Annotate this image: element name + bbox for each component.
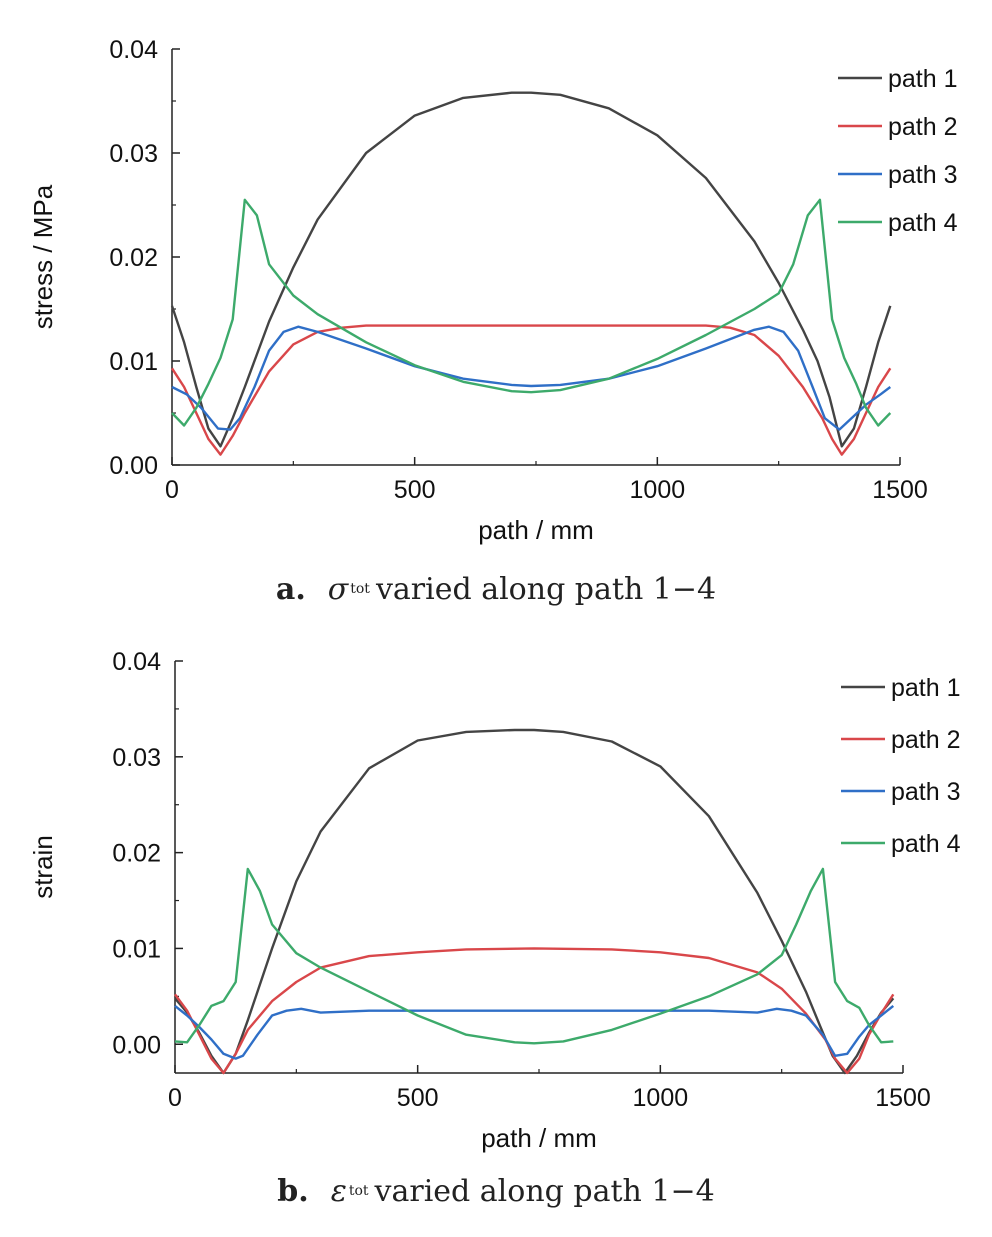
stress-x-tick-label: 500 [394, 476, 436, 504]
caption-a-superscript: tot [350, 581, 370, 597]
strain-series-line-2 [174, 947, 895, 1075]
strain-series-line-1 [174, 728, 895, 1075]
caption-b-symbol: ε [330, 1174, 347, 1209]
caption-a-text: varied along path 1−4 [375, 572, 717, 607]
strain-x-tick-label: 1500 [875, 1084, 931, 1112]
strain-x-tick-label: 0 [168, 1084, 182, 1112]
strain-y-tick-label: 0.02 [112, 840, 161, 868]
stress-x-axis-title: path / mm [478, 515, 594, 545]
stress-y-tick-label: 0.01 [109, 348, 158, 376]
strain-y-axis-title: strain [28, 835, 58, 899]
stress-legend-label-1: path 1 [888, 65, 958, 93]
chart-panel-b: 0 500 1000 1500 0.00 0.01 0.02 0.03 0.04 path / m… [0, 618, 992, 1237]
caption-a-symbol: σ [327, 572, 349, 607]
strain-series-line-3 [174, 1004, 895, 1060]
stress-y-tick-label: 0.03 [109, 140, 158, 168]
strain-chart: 0 500 1000 1500 0.00 0.01 0.02 0.03 0.04 path / m… [28, 648, 961, 1153]
caption-b-label: b. [277, 1174, 309, 1209]
strain-y-tick-label: 0.03 [112, 744, 161, 772]
stress-x-tick-label: 0 [165, 476, 179, 504]
stress-y-axis-title: stress / MPa [28, 184, 58, 329]
stress-y-tick-label: 0.04 [109, 36, 158, 64]
strain-legend-label-3: path 3 [891, 778, 961, 806]
strain-legend-label-4: path 4 [891, 830, 961, 858]
strain-x-tick-label: 500 [397, 1084, 439, 1112]
strain-legend-label-2: path 2 [891, 726, 961, 754]
strain-legend-label-1: path 1 [891, 674, 961, 702]
stress-series-line-1 [170, 91, 892, 448]
caption-a-label: a. [275, 572, 306, 607]
stress-x-tick-label: 1000 [630, 476, 686, 504]
caption-b-superscript: tot [348, 1183, 369, 1199]
caption-b-text: varied along path 1−4 [374, 1174, 715, 1209]
stress-series-line-3 [171, 325, 892, 431]
caption-a: a. σ tot varied along path 1−4 [0, 572, 992, 607]
strain-y-tick-label: 0.00 [112, 1031, 161, 1059]
stress-legend-label-2: path 2 [888, 113, 958, 141]
caption-b: b. ε tot varied along path 1−4 [0, 1174, 992, 1209]
stress-y-tick-label: 0.02 [109, 244, 158, 272]
stress-x-tick-label: 1500 [872, 476, 928, 504]
stress-chart: 0 500 1000 1500 0.00 0.01 0.02 0.03 0.04 path / m… [28, 36, 958, 545]
stress-series-line-4 [171, 198, 892, 427]
chart-panel-a: 0 500 1000 1500 0.00 0.01 0.02 0.03 0.04 path / m… [0, 0, 992, 618]
strain-y-tick-label: 0.01 [112, 935, 161, 963]
strain-x-tick-label: 1000 [633, 1084, 689, 1112]
stress-legend-label-3: path 3 [888, 161, 958, 189]
stress-y-tick-label: 0.00 [109, 452, 158, 480]
strain-x-axis-title: path / mm [481, 1123, 597, 1153]
strain-series-line-4 [174, 867, 894, 1045]
stress-series-line-2 [170, 324, 892, 456]
strain-y-tick-label: 0.04 [112, 648, 161, 676]
stress-legend-label-4: path 4 [888, 209, 958, 237]
